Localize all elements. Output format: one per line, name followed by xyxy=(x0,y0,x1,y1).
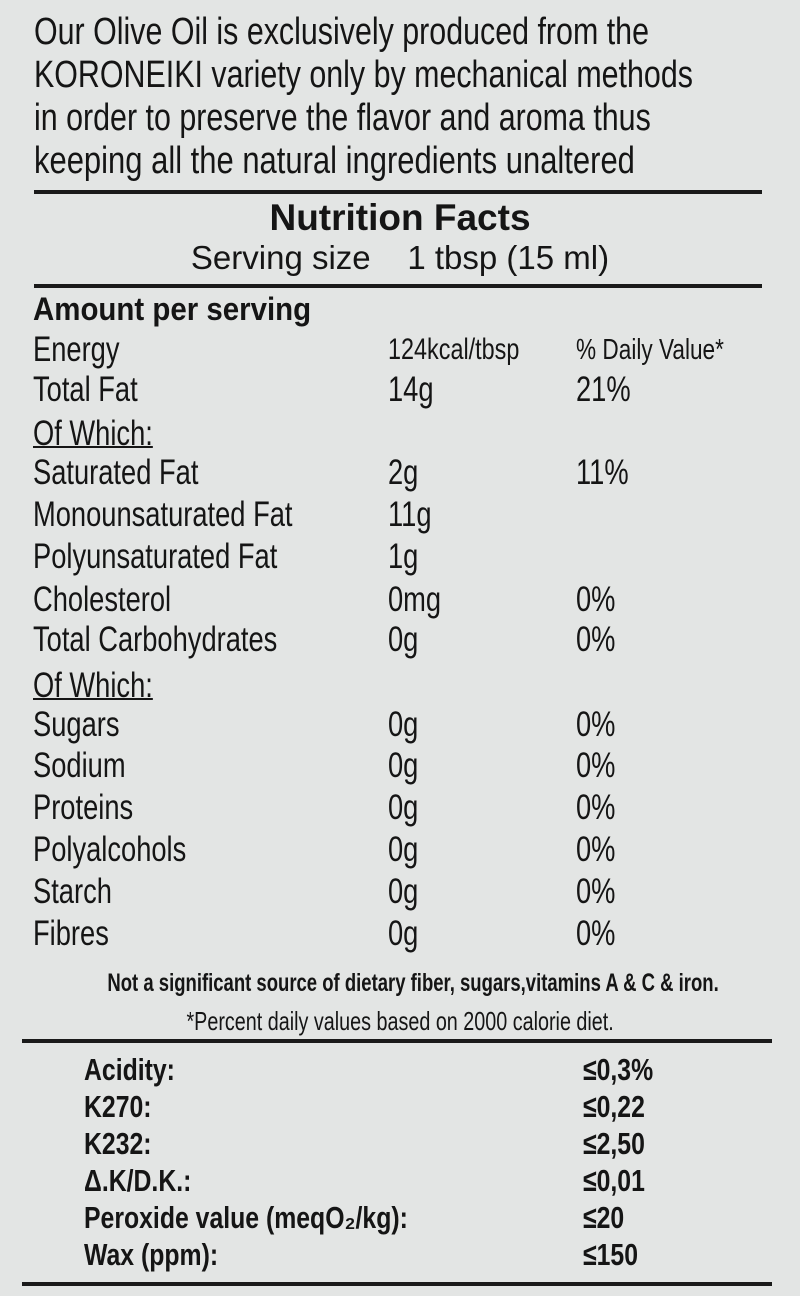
nutrient-amount: 2g xyxy=(388,453,419,492)
nutrient-name: Sodium xyxy=(33,746,126,785)
spec-row: Peroxide value (meqO₂/kg): ≤20 xyxy=(0,1200,800,1236)
nutrient-daily-value: 0% xyxy=(576,914,616,953)
intro-line: KORONEIKI variety only by mechanical met… xyxy=(34,54,693,96)
nutrient-amount: 14g xyxy=(388,370,434,409)
nutrition-row: Sodium 0g 0% xyxy=(0,746,800,786)
nutrient-amount: 0mg xyxy=(388,580,442,619)
divider xyxy=(22,1039,772,1043)
nutrition-row: Monounsaturated Fat 11g xyxy=(0,495,800,535)
intro-line: keeping all the natural ingredients unal… xyxy=(34,140,635,182)
serving-label: Serving size xyxy=(190,239,371,276)
nutrition-footnote: *Percent daily values based on 2000 calo… xyxy=(0,1001,800,1041)
nutrient-name: Total Carbohydrates xyxy=(33,620,278,659)
nutrition-row: Total Fat 14g 21% xyxy=(0,370,800,410)
nutrition-row: Of Which: xyxy=(0,414,800,454)
nutrient-amount: 0g xyxy=(388,788,419,827)
nutrient-name: Of Which: xyxy=(33,414,153,453)
nutrient-amount: 0g xyxy=(388,705,419,744)
spec-row: K232: ≤2,50 xyxy=(0,1126,800,1162)
nutrition-title: Nutrition Facts xyxy=(269,197,531,238)
nutrition-row: Starch 0g 0% xyxy=(0,872,800,912)
nutrient-daily-value: 0% xyxy=(576,872,616,911)
footnote-text: *Percent daily values based on 2000 calo… xyxy=(186,1006,614,1036)
nutrient-name: Of Which: xyxy=(33,666,153,705)
nutrient-amount: 11g xyxy=(388,495,432,534)
spec-value: ≤0,3% xyxy=(583,1052,654,1087)
spec-name: Acidity: xyxy=(84,1052,175,1087)
nutrient-daily-value: 0% xyxy=(576,620,616,659)
amount-per-serving-header: Amount per serving xyxy=(33,291,312,327)
spec-row: Wax (ppm): ≤150 xyxy=(0,1237,800,1273)
nutrient-daily-value: % Daily Value* xyxy=(576,334,724,366)
spec-row: Acidity: ≤0,3% xyxy=(0,1052,800,1088)
nutrient-daily-value: 21% xyxy=(576,370,631,409)
nutrition-row: Cholesterol 0mg 0% xyxy=(0,580,800,620)
nutrition-row: Polyunsaturated Fat 1g xyxy=(0,537,800,577)
nutrient-amount: 1g xyxy=(388,537,419,576)
nutrient-name: Energy xyxy=(33,330,120,369)
divider xyxy=(34,190,762,194)
nutrient-name: Saturated Fat xyxy=(33,453,199,492)
intro-line: in order to preserve the flavor and arom… xyxy=(34,97,651,139)
nutrition-row: Sugars 0g 0% xyxy=(0,705,800,745)
nutrition-note: Not a significant source of dietary fibe… xyxy=(0,963,800,1003)
nutrition-row: Energy 124kcal/tbsp % Daily Value* xyxy=(0,330,800,370)
divider xyxy=(22,1282,772,1286)
nutrient-daily-value: 0% xyxy=(576,580,616,619)
nutrition-row: Of Which: xyxy=(0,666,800,706)
serving-value: 1 tbsp (15 ml) xyxy=(407,239,610,276)
nutrient-name: Fibres xyxy=(33,914,109,953)
spec-name: K270: xyxy=(84,1089,152,1124)
nutrition-row: Fibres 0g 0% xyxy=(0,914,800,954)
nutrient-amount: 0g xyxy=(388,914,419,953)
spec-name: Wax (ppm): xyxy=(84,1237,219,1272)
spec-name: Peroxide value (meqO₂/kg): xyxy=(84,1200,408,1235)
serving-size: Serving size 1 tbsp (15 ml) xyxy=(0,238,800,278)
nutrition-row: Polyalcohols 0g 0% xyxy=(0,830,800,870)
nutrient-daily-value: 0% xyxy=(576,830,616,869)
nutrient-name: Cholesterol xyxy=(33,580,172,619)
nutrition-row: Total Carbohydrates 0g 0% xyxy=(0,620,800,660)
spec-value: ≤2,50 xyxy=(583,1126,645,1161)
spec-row: K270: ≤0,22 xyxy=(0,1089,800,1125)
nutrient-daily-value: 11% xyxy=(576,453,629,492)
nutrient-amount: 124kcal/tbsp xyxy=(388,333,520,366)
spec-row: Δ.K/D.K.: ≤0,01 xyxy=(0,1163,800,1199)
nutrient-name: Monounsaturated Fat xyxy=(33,495,293,534)
intro-line: Our Olive Oil is exclusively produced fr… xyxy=(34,11,649,53)
nutrient-name: Starch xyxy=(33,872,112,911)
nutrient-name: Polyunsaturated Fat xyxy=(33,537,278,576)
spec-value: ≤150 xyxy=(583,1237,638,1272)
nutrient-name: Polyalcohols xyxy=(33,830,187,869)
nutrient-name: Total Fat xyxy=(33,370,138,409)
nutrient-amount: 0g xyxy=(388,872,419,911)
divider xyxy=(34,284,762,288)
nutrient-daily-value: 0% xyxy=(576,705,616,744)
nutrient-amount: 0g xyxy=(388,620,419,659)
nutrient-amount: 0g xyxy=(388,830,419,869)
spec-value: ≤0,01 xyxy=(583,1163,645,1198)
nutrition-row: Saturated Fat 2g 11% xyxy=(0,453,800,493)
nutrient-daily-value: 0% xyxy=(576,788,616,827)
nutrient-name: Sugars xyxy=(33,705,120,744)
spec-name: K232: xyxy=(84,1126,152,1161)
spec-value: ≤0,22 xyxy=(583,1089,645,1124)
nutrition-row: Proteins 0g 0% xyxy=(0,788,800,828)
spec-value: ≤20 xyxy=(583,1200,625,1235)
note-text: Not a significant source of dietary fibe… xyxy=(107,969,719,997)
nutrient-daily-value: 0% xyxy=(576,746,616,785)
nutrient-name: Proteins xyxy=(33,788,134,827)
spec-name: Δ.K/D.K.: xyxy=(84,1163,192,1198)
nutrient-amount: 0g xyxy=(388,746,419,785)
